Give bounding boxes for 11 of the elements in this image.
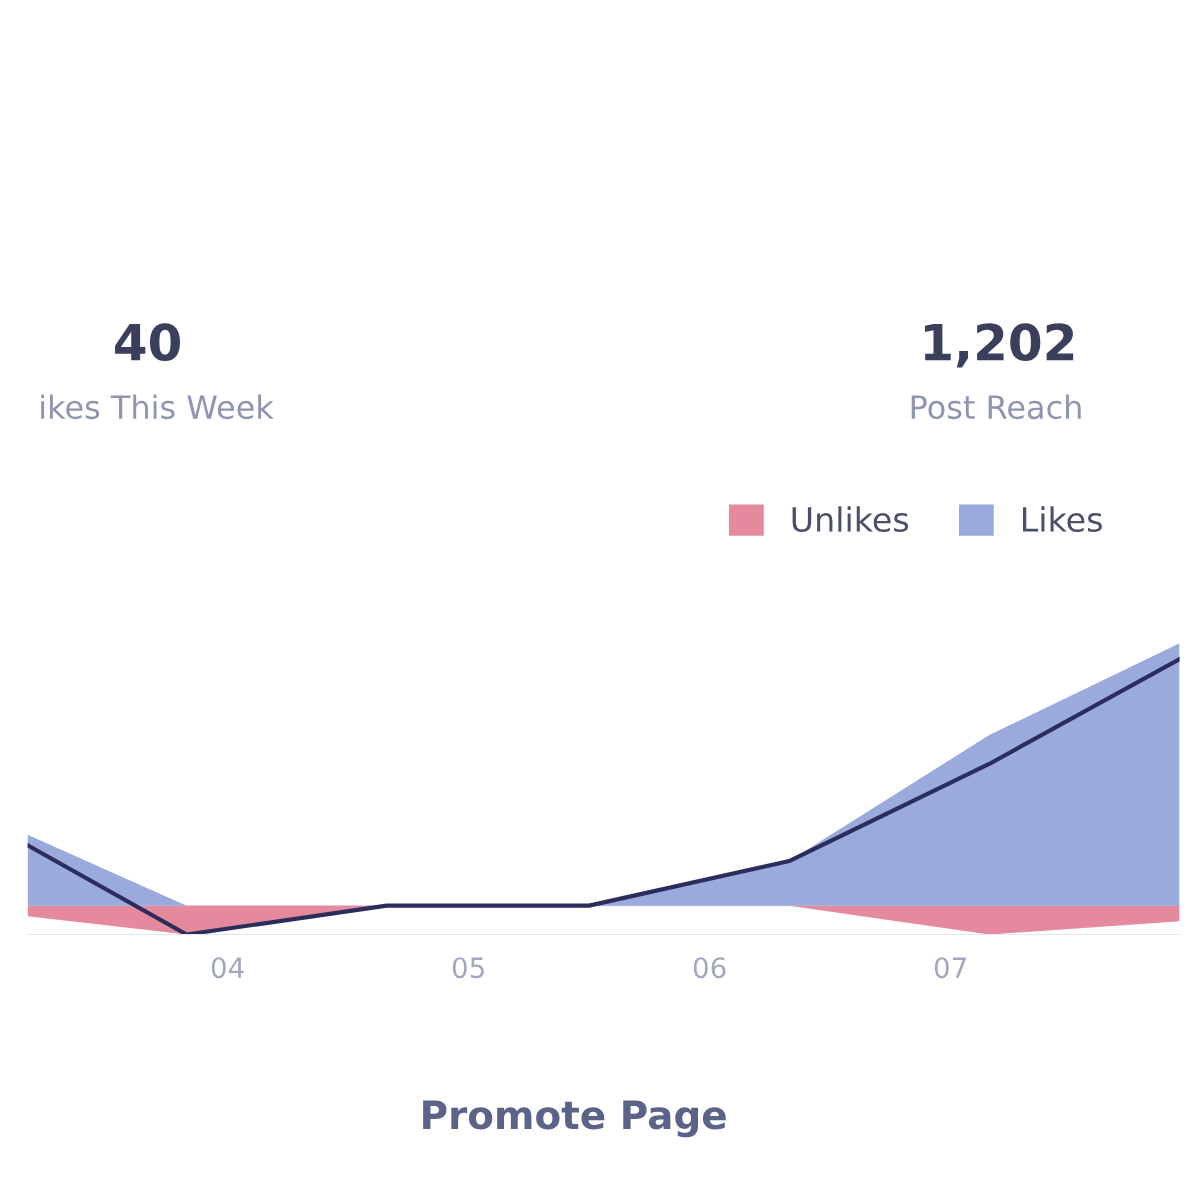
text: Promote Page [423, 1100, 726, 1138]
text: 40 [115, 323, 180, 362]
x-tick-label: 05 [452, 957, 484, 979]
legend-label: Likes [1022, 506, 1102, 533]
legend-label: Unlikes [792, 506, 909, 533]
x-tick-label: 07 [934, 957, 966, 979]
text: ikes This Week [41, 394, 274, 420]
x-tick-label: 06 [693, 957, 726, 979]
x-tick-label: 04 [211, 957, 244, 979]
text: Post Reach [911, 394, 1081, 420]
text: 1,202 [924, 323, 1074, 368]
